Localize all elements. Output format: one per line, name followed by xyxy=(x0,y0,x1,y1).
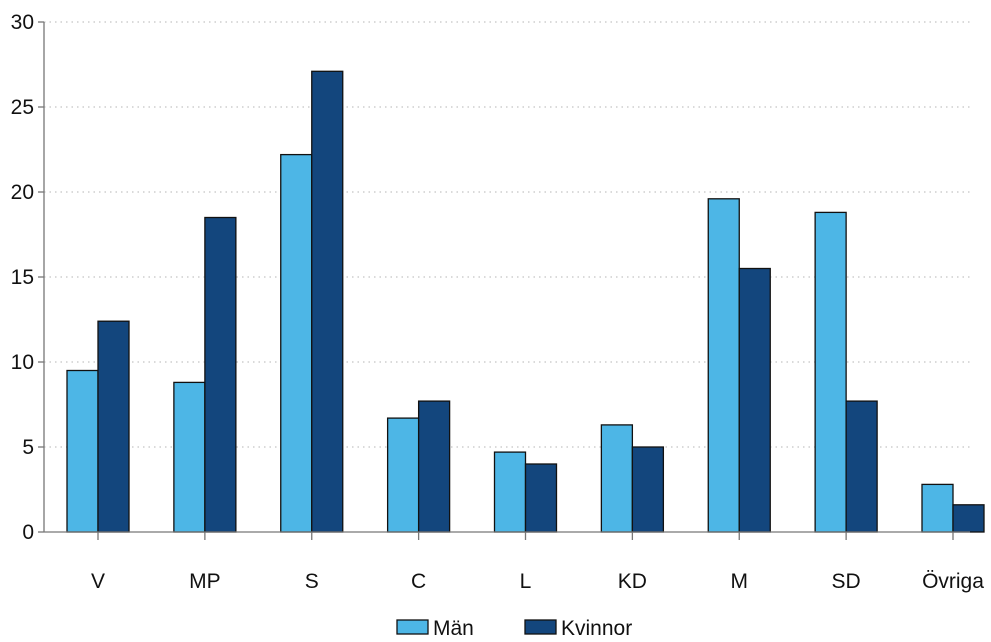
bar-kvinnor xyxy=(738,267,771,533)
x-tick-label: SD xyxy=(832,570,861,593)
gridlines xyxy=(44,21,970,448)
bars xyxy=(66,70,985,533)
bar-kvinnor xyxy=(204,216,237,533)
legend-swatch xyxy=(396,619,429,635)
y-tick-label: 20 xyxy=(11,181,34,204)
y-tick-label: 25 xyxy=(11,96,34,119)
bar-man xyxy=(280,153,313,533)
legend-swatch xyxy=(524,619,557,635)
x-tick-label: V xyxy=(91,570,105,593)
y-tick-label: 30 xyxy=(11,11,34,34)
y-tick-label: 5 xyxy=(22,436,34,459)
bar-kvinnor xyxy=(952,504,985,533)
x-tick-label: C xyxy=(411,570,426,593)
bar-kvinnor xyxy=(97,320,130,533)
legend-label: Män xyxy=(433,617,474,640)
bar-man xyxy=(173,381,206,533)
ticks: 0 5 10 15 20 25 30 V MP S C L KD M SD Övriga xyxy=(11,11,985,593)
bar-man xyxy=(66,369,99,533)
bar-kvinnor xyxy=(845,400,878,533)
bar-man xyxy=(493,451,527,533)
bar-kvinnor xyxy=(631,446,665,533)
x-tick-label: KD xyxy=(618,570,647,593)
y-tick-label: 10 xyxy=(11,351,34,374)
bar-man xyxy=(814,211,847,533)
x-tick-label: MP xyxy=(189,570,221,593)
y-tick-label: 15 xyxy=(11,266,34,289)
x-tick-label: S xyxy=(305,570,319,593)
bar-man xyxy=(600,424,634,533)
legend-label: Kvinnor xyxy=(561,617,632,640)
bar-kvinnor xyxy=(311,70,344,533)
bar-man xyxy=(386,417,420,533)
y-tick-label: 0 xyxy=(22,521,34,544)
x-tick-label: Övriga xyxy=(922,570,984,593)
x-tick-label: L xyxy=(520,570,532,593)
bar-man xyxy=(921,483,954,533)
bar-kvinnor xyxy=(524,463,558,533)
bar-man xyxy=(707,198,740,533)
bar-kvinnor xyxy=(417,400,451,533)
x-tick-label: M xyxy=(731,570,749,593)
legend: Män Kvinnor xyxy=(396,617,632,640)
